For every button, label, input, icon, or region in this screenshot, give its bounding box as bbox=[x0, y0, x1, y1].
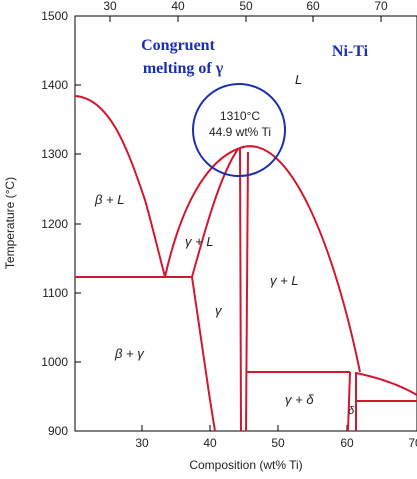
x-tick-label-top: 40 bbox=[171, 0, 185, 13]
x-tick-label: 50 bbox=[271, 436, 285, 450]
x-tick-label-top: 30 bbox=[103, 0, 117, 13]
x-tick-labels-bottom: 30 40 50 60 70 bbox=[135, 436, 417, 450]
y-axis-label: Temperature (°C) bbox=[3, 177, 17, 269]
delta-left bbox=[347, 371, 351, 432]
y-tick-label: 1000 bbox=[41, 355, 68, 369]
point-temperature-label: 1310°C bbox=[220, 109, 260, 123]
phase-boundaries bbox=[74, 95, 417, 432]
x-tick-label: 30 bbox=[135, 436, 149, 450]
congruent-point-circle bbox=[192, 83, 286, 177]
region-beta-gamma: β + γ bbox=[114, 346, 145, 361]
delta-top-liquidus bbox=[355, 372, 417, 396]
x-ticks-top bbox=[109, 16, 382, 22]
x-tick-label-top: 70 bbox=[374, 0, 388, 13]
gamma-line-center bbox=[239, 147, 242, 432]
x-tick-labels-top: 30 40 50 60 70 bbox=[103, 0, 388, 13]
gamma-left-boundary bbox=[191, 276, 216, 432]
region-gamma-liquid-left: γ + L bbox=[185, 234, 214, 249]
x-axis-label: Composition (wt% Ti) bbox=[189, 458, 302, 472]
y-tick-label: 1100 bbox=[42, 286, 68, 300]
gamma-solidus-right bbox=[245, 151, 249, 432]
region-beta-liquid: β + L bbox=[94, 192, 124, 207]
gamma-liquidus-right bbox=[239, 145, 361, 373]
x-ticks-bottom bbox=[141, 425, 348, 431]
annotation-line2: melting of γ bbox=[143, 60, 224, 77]
y-tick-labels: 900 1000 1100 1200 1300 1400 1500 bbox=[41, 9, 68, 438]
x-tick-label-top: 60 bbox=[306, 0, 320, 13]
y-tick-label: 1400 bbox=[41, 78, 68, 92]
y-tick-label: 900 bbox=[48, 424, 68, 438]
x-tick-label-top: 50 bbox=[239, 0, 253, 13]
region-gamma-delta: γ + δ bbox=[285, 392, 314, 407]
x-tick-label: 70 bbox=[408, 436, 417, 450]
annotation-line1: Congruent bbox=[141, 37, 215, 54]
y-ticks bbox=[75, 15, 81, 432]
gamma-liquidus-left bbox=[164, 147, 241, 278]
region-delta: δ bbox=[348, 405, 355, 417]
region-labels: L β + L γ + L γ + L γ β + γ γ + δ δ bbox=[94, 72, 355, 417]
beta-liquidus bbox=[74, 95, 166, 278]
region-liquid: L bbox=[295, 72, 302, 87]
y-tick-label: 1200 bbox=[41, 217, 68, 231]
gamma-solidus-left bbox=[191, 148, 239, 278]
y-tick-label: 1300 bbox=[41, 147, 68, 161]
y-tick-label: 1500 bbox=[41, 9, 68, 23]
region-gamma-liquid-right: γ + L bbox=[270, 273, 299, 288]
x-tick-label: 60 bbox=[340, 436, 354, 450]
x-tick-label: 40 bbox=[203, 436, 217, 450]
point-composition-label: 44.9 wt% Ti bbox=[209, 125, 271, 139]
system-label: Ni-Ti bbox=[332, 43, 369, 60]
region-gamma: γ bbox=[215, 303, 223, 318]
